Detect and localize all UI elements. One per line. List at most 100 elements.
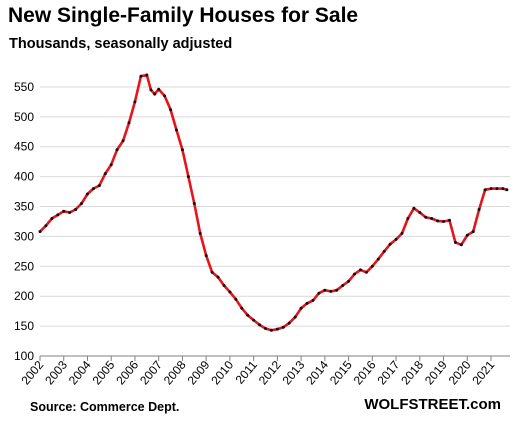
data-point: [139, 74, 143, 78]
x-tick-label: 2021: [469, 358, 497, 388]
data-point: [364, 270, 368, 274]
data-point: [412, 206, 416, 210]
data-point: [305, 301, 309, 305]
data-point: [293, 315, 297, 319]
data-point: [234, 297, 238, 301]
x-tick-label: 2008: [161, 358, 189, 388]
x-tick-label: 2007: [137, 358, 165, 388]
y-tick-label: 100: [14, 349, 34, 363]
data-point: [317, 291, 321, 295]
data-point: [341, 284, 345, 287]
x-tick-label: 2019: [422, 358, 450, 388]
data-point: [127, 121, 131, 125]
x-tick-label: 2015: [327, 358, 355, 388]
y-tick-label: 150: [14, 319, 34, 333]
y-tick-label: 200: [14, 289, 34, 303]
data-point: [157, 87, 161, 91]
data-point: [97, 184, 101, 188]
data-point: [299, 306, 303, 310]
data-point: [388, 242, 392, 246]
data-point: [465, 233, 469, 237]
data-point: [275, 327, 279, 331]
x-tick-label: 2017: [374, 358, 402, 388]
data-point: [495, 187, 499, 191]
data-point: [133, 100, 137, 104]
data-point: [186, 175, 190, 179]
data-point: [323, 288, 327, 292]
x-tick-label: 2018: [398, 358, 426, 388]
series-line: [39, 73, 508, 332]
data-point: [483, 188, 487, 192]
data-point: [448, 218, 451, 222]
chart-subtitle: Thousands, seasonally adjusted: [9, 36, 233, 52]
y-tick-label: 250: [14, 259, 34, 273]
data-point: [311, 298, 315, 302]
x-tick-label: 2005: [90, 358, 118, 388]
data-point: [44, 224, 48, 228]
data-point: [115, 148, 119, 152]
data-point: [38, 230, 42, 234]
data-point: [442, 220, 445, 223]
data-point: [192, 202, 196, 205]
data-point: [86, 192, 89, 196]
data-point: [252, 318, 256, 322]
data-point: [222, 284, 226, 287]
chart-title: New Single-Family Houses for Sale: [8, 4, 359, 27]
data-point: [264, 327, 267, 330]
y-tick-label: 550: [14, 80, 34, 94]
data-point: [329, 289, 333, 293]
x-tick-label: 2003: [42, 358, 70, 388]
data-point: [400, 231, 404, 235]
data-point: [228, 290, 232, 294]
data-point: [287, 321, 291, 325]
y-tick-label: 450: [14, 140, 34, 154]
data-point: [335, 288, 339, 292]
data-point: [382, 249, 386, 253]
y-tick-label: 350: [14, 200, 34, 214]
data-point: [109, 163, 113, 167]
data-point: [91, 187, 95, 191]
x-tick-label: 2006: [113, 358, 141, 388]
data-point: [505, 188, 509, 192]
data-point: [430, 217, 434, 220]
data-point: [246, 313, 250, 317]
data-point: [477, 208, 481, 211]
data-point: [353, 272, 356, 276]
data-point: [269, 328, 273, 332]
data-point: [394, 237, 398, 241]
data-point: [204, 254, 208, 258]
data-point: [489, 187, 493, 191]
data-point: [68, 211, 72, 214]
x-tick-label: 2011: [233, 358, 261, 387]
data-point: [424, 215, 428, 219]
data-point: [418, 211, 422, 214]
data-point: [169, 108, 173, 112]
data-point: [175, 128, 178, 132]
y-tick-label: 500: [14, 110, 34, 124]
data-point: [56, 213, 60, 217]
x-tick-label: 2016: [351, 358, 379, 388]
data-point: [180, 148, 184, 152]
data-point: [370, 264, 374, 268]
data-point: [347, 279, 351, 283]
data-point: [216, 275, 220, 279]
data-point: [281, 325, 285, 329]
x-tick-label: 2012: [256, 358, 284, 388]
brand-label: WOLFSTREET.com: [364, 396, 501, 413]
x-tick-label: 2020: [446, 358, 474, 388]
data-point: [453, 240, 457, 244]
data-point: [74, 208, 78, 211]
data-point: [163, 94, 167, 98]
data-point: [501, 187, 505, 191]
data-point: [145, 73, 149, 77]
y-tick-label: 300: [14, 229, 34, 243]
data-point: [471, 230, 475, 234]
data-point: [50, 217, 54, 220]
data-point: [62, 209, 66, 213]
data-point: [198, 231, 202, 235]
x-tick-label: 2009: [185, 358, 213, 388]
data-point: [103, 172, 107, 176]
data-point: [359, 268, 362, 272]
source-note: Source: Commerce Dept.: [30, 400, 180, 414]
x-tick-label: 2010: [208, 358, 236, 388]
